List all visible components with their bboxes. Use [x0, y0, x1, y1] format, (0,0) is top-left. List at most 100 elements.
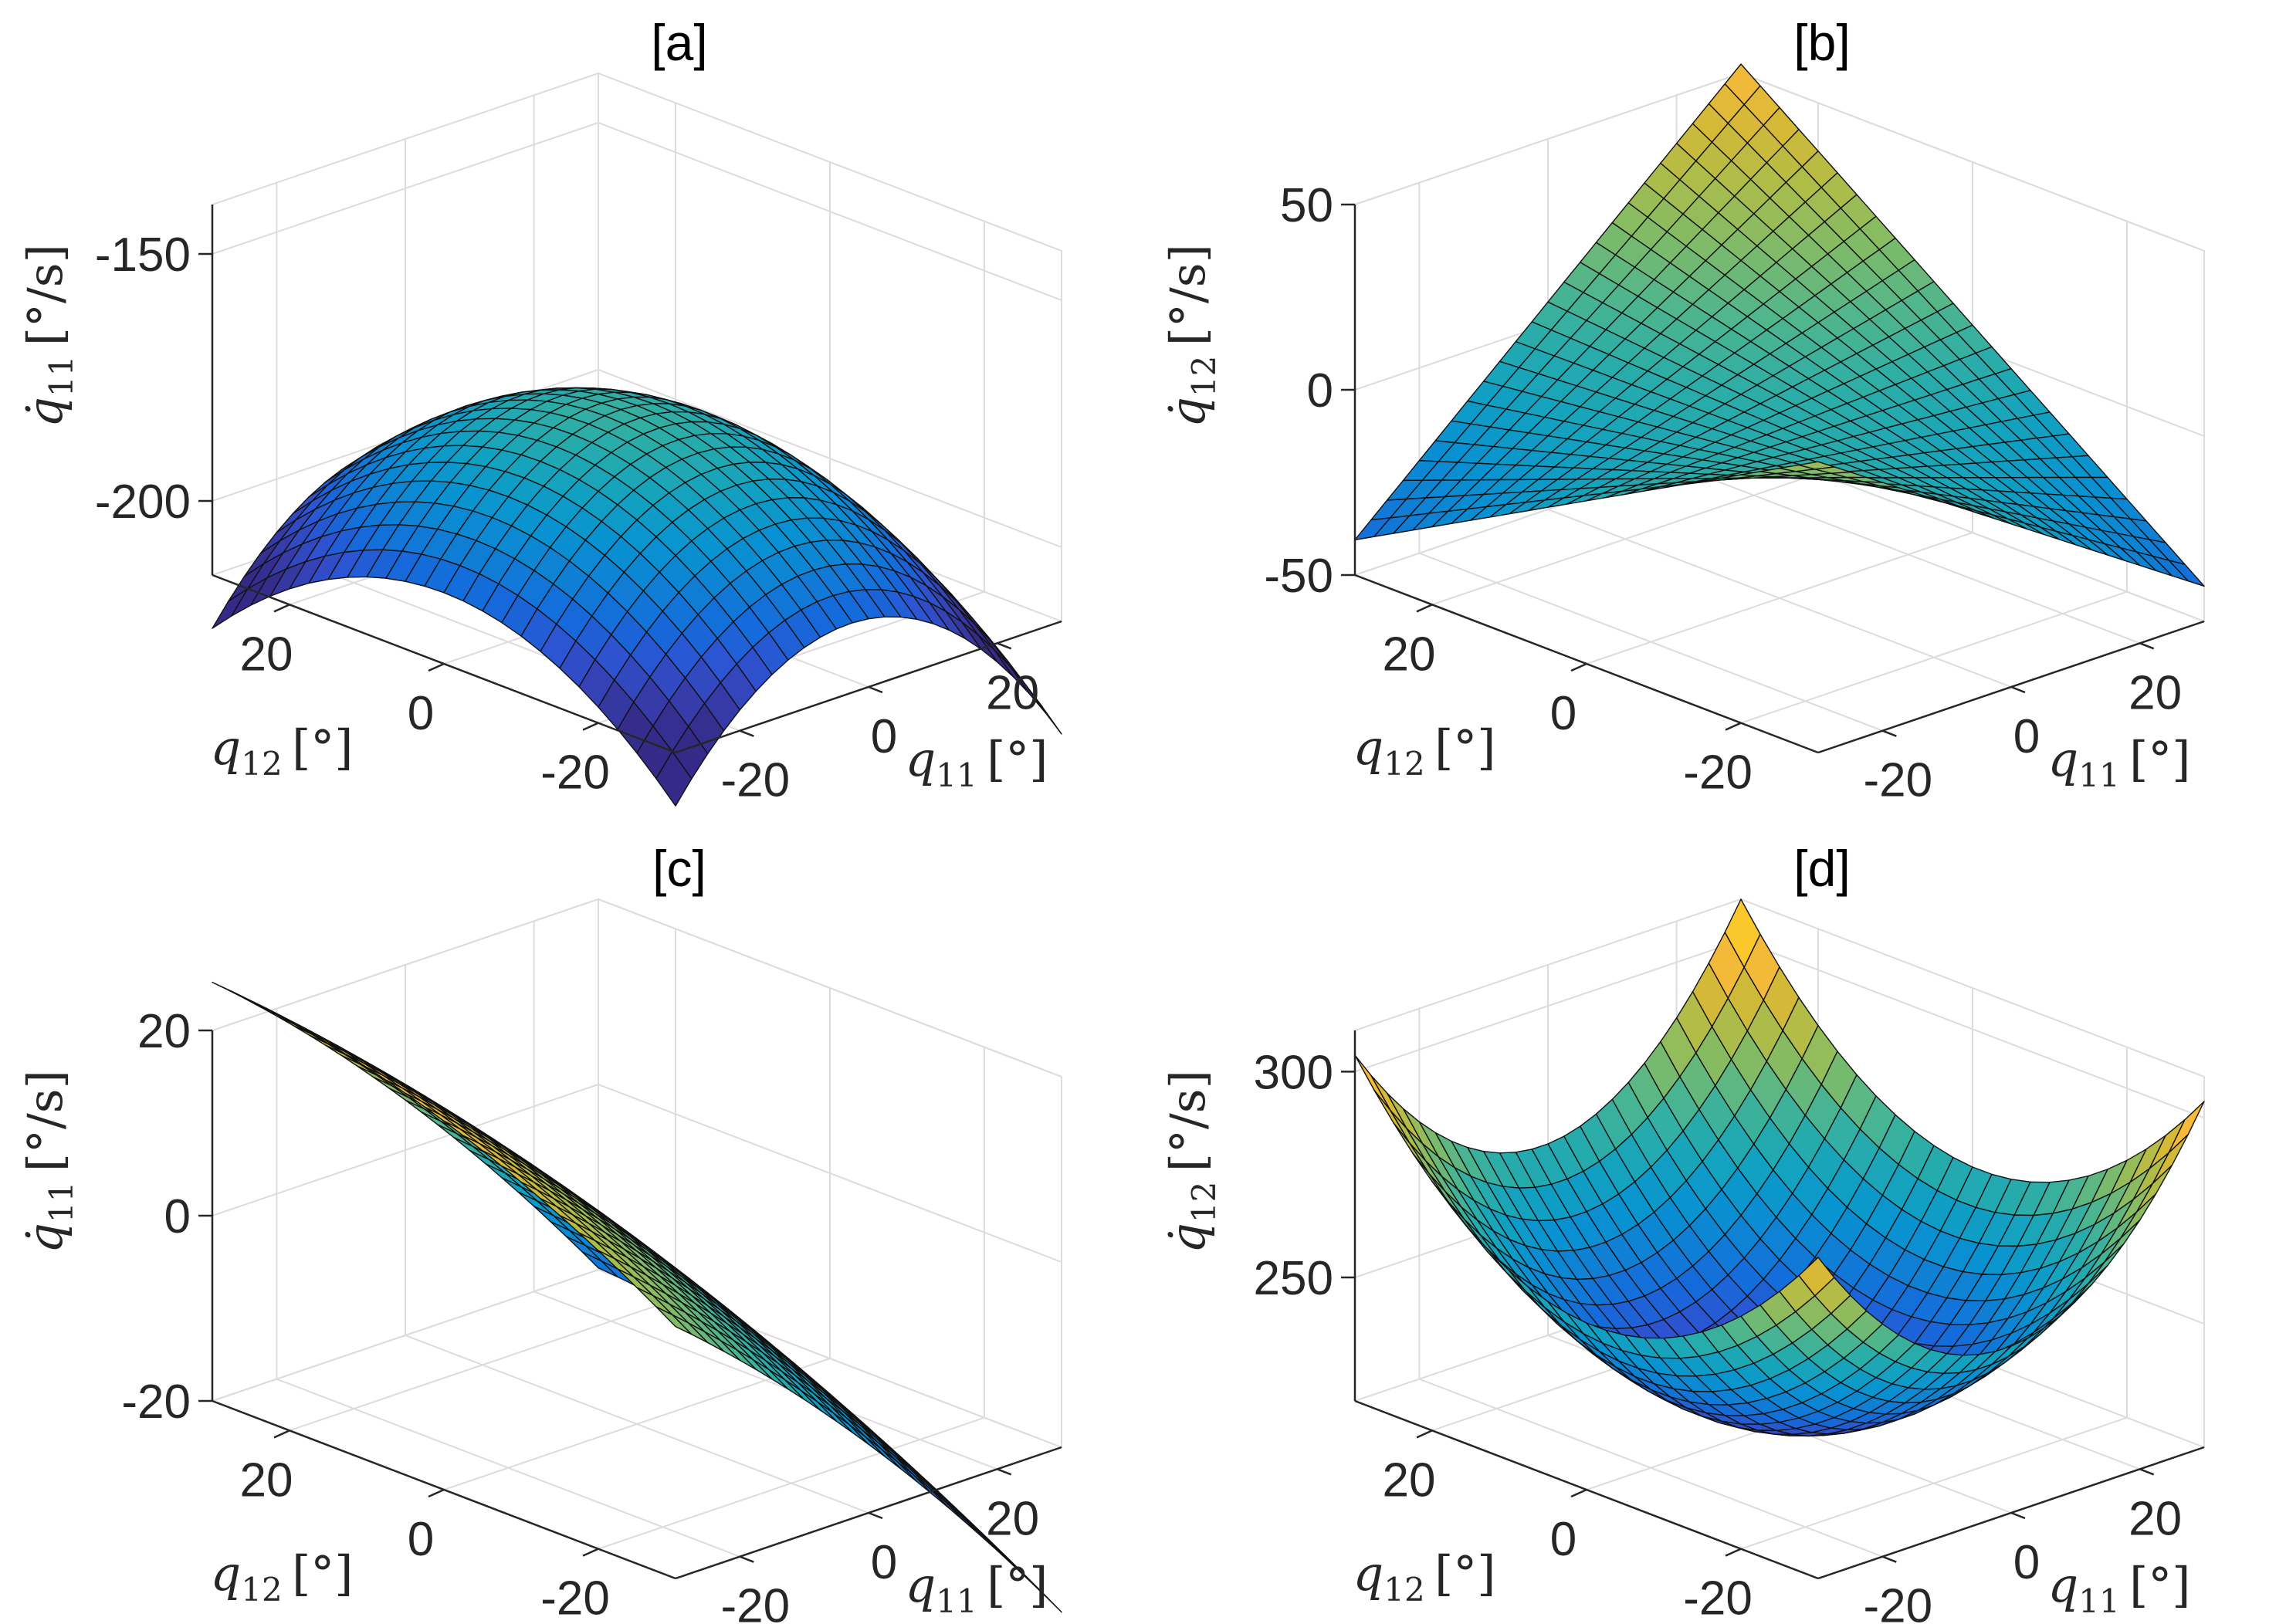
- y-tick-label: 20: [1383, 628, 1436, 681]
- axes: -20 0 20 -20 0 20 -20 0 20: [121, 1005, 1062, 1624]
- surface: [212, 387, 1062, 807]
- y-gridline: [1586, 162, 1973, 665]
- surface: [1354, 63, 2205, 587]
- x-tick-label: 0: [871, 1536, 897, 1589]
- z-tick-label: 300: [1254, 1046, 1333, 1099]
- y-tick: [428, 1488, 445, 1498]
- x-tick-label: 20: [986, 1492, 1039, 1545]
- y-tick: [1416, 604, 1433, 613]
- panel-title: [d]: [1793, 840, 1850, 897]
- z-gridline: [212, 1268, 1062, 1448]
- y-tick-label: -20: [540, 1572, 610, 1624]
- z-tick-label: 0: [1307, 364, 1333, 418]
- y-tick-label: -20: [1683, 1572, 1753, 1624]
- x-axis-label: q11 [°]: [906, 731, 1048, 794]
- y-tick: [1725, 722, 1742, 731]
- z-tick-label: -50: [1264, 550, 1333, 603]
- panel-title: [b]: [1793, 14, 1850, 71]
- grid: [212, 898, 1062, 1558]
- y-axis-label: q12 [°]: [1353, 1545, 1496, 1609]
- y-tick: [273, 1429, 290, 1439]
- z-axis-label: q̇12 [°/s]: [1160, 244, 1223, 428]
- axes: -20 0 20 -20 0 20 -50 0 50: [1264, 179, 2205, 807]
- y-tick: [1725, 1548, 1742, 1557]
- y-tick-label: 0: [408, 687, 434, 740]
- x-tick: [2010, 685, 2026, 694]
- x-gridline: [533, 921, 998, 1470]
- panel-title: [c]: [652, 840, 706, 897]
- y-axis-label: q12 [°]: [211, 719, 354, 783]
- surface-patch: [1798, 461, 1835, 470]
- y-tick-label: 0: [1550, 687, 1576, 740]
- surface-patch: [1798, 1257, 1835, 1297]
- x-axis-label: q11 [°]: [906, 1557, 1048, 1620]
- panel-c: -20 0 20 -20 0 20 -20 0 20 [c] q11 [°] q12 [°] q̇11 …: [17, 840, 1062, 1624]
- y-tick: [273, 604, 290, 613]
- z-tick-label: 20: [137, 1005, 191, 1058]
- y-tick: [1570, 1488, 1587, 1498]
- y-tick-label: 0: [408, 1513, 434, 1566]
- y-tick: [1570, 662, 1587, 672]
- z-gridline: [212, 368, 1062, 548]
- x-tick-label: -20: [1864, 754, 1933, 807]
- z-tick-label: 50: [1280, 179, 1333, 232]
- z-tick-label: 0: [164, 1190, 191, 1243]
- y-gridline: [443, 988, 831, 1490]
- x-tick-label: -20: [1864, 1580, 1933, 1624]
- x-tick: [868, 1511, 883, 1520]
- x-tick-label: -20: [721, 754, 791, 807]
- z-tick-label: -150: [95, 228, 191, 282]
- y-tick-label: -20: [1683, 746, 1753, 800]
- z-axis-label: q̇11 [°/s]: [17, 1070, 80, 1254]
- y-tick: [428, 662, 445, 672]
- y-gridline: [1740, 221, 2128, 724]
- y-tick-label: 20: [240, 628, 293, 681]
- y-tick-label: 20: [240, 1453, 293, 1507]
- z-axis-label: q̇11 [°/s]: [17, 244, 80, 428]
- panel-b: -20 0 20 -20 0 20 -50 0 50 [b] q11 [°] q12 [°] q̇12 …: [1160, 14, 2205, 807]
- x-gridline: [1547, 139, 2012, 688]
- y-axis-label: q12 [°]: [1353, 719, 1496, 783]
- x-gridline: [1418, 182, 1883, 732]
- x-tick-label: 0: [2013, 1536, 2040, 1589]
- x-tick: [868, 685, 883, 694]
- x-tick-label: 0: [871, 710, 897, 763]
- surface: [1354, 898, 2205, 1437]
- panel-d: -20 0 20 -20 0 20 250 300 [d] q11 [°] q12 [°] q̇12 …: [1160, 840, 2205, 1624]
- x-tick: [1881, 729, 1897, 737]
- x-gridline: [276, 1008, 740, 1558]
- x-tick: [1881, 1555, 1897, 1563]
- y-tick: [1416, 1429, 1433, 1439]
- z-gridline: [212, 898, 1062, 1078]
- x-tick: [739, 1555, 754, 1563]
- x-axis-label: q11 [°]: [2048, 731, 2191, 794]
- x-axis-label: q11 [°]: [2048, 1557, 2191, 1620]
- x-tick-label: 0: [2013, 710, 2040, 763]
- surface: [212, 981, 1062, 1613]
- x-tick: [997, 1468, 1012, 1476]
- z-tick-label: -20: [121, 1375, 191, 1429]
- x-tick: [2139, 1468, 2155, 1476]
- z-tick-label: 250: [1254, 1252, 1333, 1305]
- x-tick-label: -20: [721, 1580, 791, 1624]
- z-gridline: [212, 1083, 1062, 1263]
- surface-patch: [1354, 1054, 1391, 1111]
- x-tick-label: 20: [986, 666, 1039, 719]
- x-tick: [2010, 1511, 2026, 1520]
- y-tick-label: -20: [540, 746, 610, 800]
- y-tick: [582, 722, 599, 731]
- y-axis-label: q12 [°]: [211, 1545, 354, 1609]
- x-tick-label: 20: [2129, 666, 2182, 719]
- y-tick-label: 20: [1383, 1453, 1436, 1507]
- x-gridline: [1547, 965, 2012, 1514]
- y-gridline: [598, 1047, 985, 1550]
- x-tick: [997, 642, 1012, 650]
- surface-patch: [1370, 1074, 1407, 1129]
- panel-title: [a]: [651, 14, 707, 71]
- axes: -20 0 20 -20 0 20 250 300: [1254, 1030, 2205, 1624]
- z-gridline: [212, 121, 1062, 301]
- x-tick: [739, 729, 754, 737]
